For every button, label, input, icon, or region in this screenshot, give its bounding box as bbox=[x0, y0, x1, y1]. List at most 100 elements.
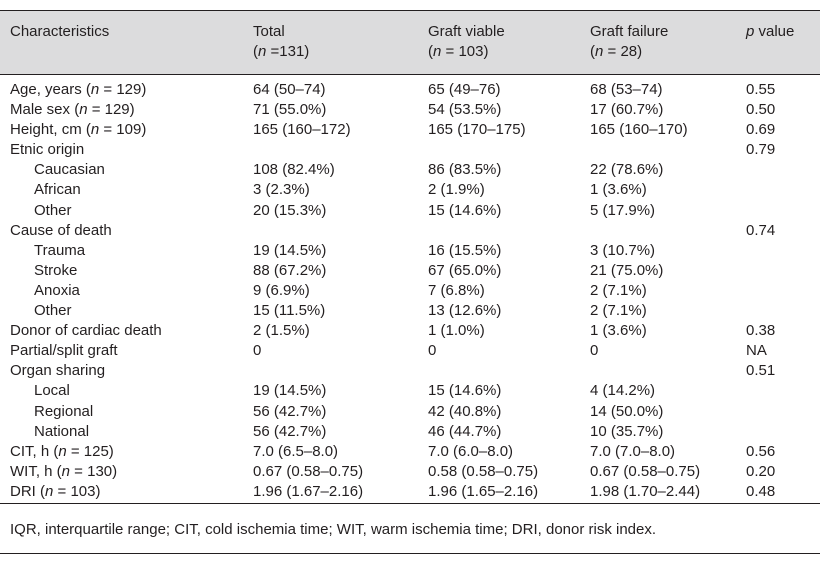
cell-total: 1.96 (1.67–2.16) bbox=[253, 482, 364, 500]
cell-failure: 0 bbox=[590, 342, 599, 360]
table-row: Caucasian 108 (82.4%) 86 (83.5%) 22 (78.6%) bbox=[0, 160, 820, 180]
cell-failure: 17 (60.7%) bbox=[590, 101, 664, 119]
row-label: Partial/split graft bbox=[10, 342, 118, 360]
cell-failure: 1 (3.6%) bbox=[590, 322, 647, 340]
cell-viable: 0.58 (0.58–0.75) bbox=[428, 462, 539, 480]
cell-viable: 1.96 (1.65–2.16) bbox=[428, 482, 539, 500]
table-row: WIT, h (n = 130) 0.67 (0.58–0.75) 0.58 (0.… bbox=[0, 462, 820, 482]
table-row: Cause of death 0.74 bbox=[0, 221, 820, 241]
footnote-bottom-rule bbox=[0, 553, 820, 554]
cell-total: 0 bbox=[253, 342, 262, 360]
row-label: WIT, h (n = 130) bbox=[10, 462, 118, 480]
header-total: Total (n =131) bbox=[253, 23, 310, 60]
cell-p: 0.69 bbox=[746, 121, 776, 139]
row-label: Caucasian bbox=[34, 161, 105, 179]
cell-viable: 2 (1.9%) bbox=[428, 181, 485, 199]
row-label: Other bbox=[34, 201, 72, 219]
cell-p: 0.55 bbox=[746, 81, 776, 98]
table-bottom-rule bbox=[0, 503, 820, 504]
cell-total: 56 (42.7%) bbox=[253, 402, 327, 420]
table-row: Regional 56 (42.7%) 42 (40.8%) 14 (50.0%) bbox=[0, 402, 820, 422]
cell-viable: 67 (65.0%) bbox=[428, 261, 502, 279]
row-label: Height, cm (n = 109) bbox=[10, 121, 147, 139]
cell-viable: 15 (14.6%) bbox=[428, 382, 502, 400]
header-characteristics: Characteristics bbox=[10, 23, 110, 40]
table-row: Etnic origin 0.79 bbox=[0, 140, 820, 160]
row-label: Anoxia bbox=[34, 281, 80, 299]
row-label: DRI (n = 103) bbox=[10, 482, 101, 500]
cell-p: 0.20 bbox=[746, 462, 776, 480]
cell-p: 0.74 bbox=[746, 221, 776, 239]
row-label: Cause of death bbox=[10, 221, 112, 239]
cell-viable: 7 (6.8%) bbox=[428, 281, 485, 299]
table-row: Height, cm (n = 109) 165 (160–172) 165 (17… bbox=[0, 120, 820, 140]
header-graft-failure-n: (n = 28) bbox=[590, 43, 643, 60]
table-row: DRI (n = 103) 1.96 (1.67–2.16) 1.96 (1.65–… bbox=[0, 482, 820, 502]
cell-failure: 1.98 (1.70–2.44) bbox=[590, 482, 701, 500]
row-label: Donor of cardiac death bbox=[10, 322, 162, 340]
row-label: National bbox=[34, 422, 90, 440]
table-header: Characteristics Total (n =131) Graft via… bbox=[0, 10, 820, 75]
cell-viable: 16 (15.5%) bbox=[428, 241, 502, 259]
cell-failure: 0.67 (0.58–0.75) bbox=[590, 462, 701, 480]
row-label: Stroke bbox=[34, 261, 78, 279]
cell-failure: 21 (75.0%) bbox=[590, 261, 664, 279]
cell-p: 0.50 bbox=[746, 101, 776, 119]
cell-total: 7.0 (6.5–8.0) bbox=[253, 442, 339, 460]
table-body: Age, years (n = 129) 64 (50–74) 65 (49–76)… bbox=[0, 80, 820, 502]
cell-total: 88 (67.2%) bbox=[253, 261, 327, 279]
row-label: Trauma bbox=[34, 241, 86, 259]
cell-failure: 10 (35.7%) bbox=[590, 422, 664, 440]
table-footnote: IQR, interquartile range; CIT, cold isch… bbox=[10, 521, 657, 538]
row-label: Local bbox=[34, 382, 70, 400]
cell-total: 3 (2.3%) bbox=[253, 181, 310, 199]
cell-p: 0.51 bbox=[746, 362, 776, 380]
cell-total: 71 (55.0%) bbox=[253, 101, 327, 119]
cell-viable: 86 (83.5%) bbox=[428, 161, 502, 179]
cell-total: 9 (6.9%) bbox=[253, 281, 310, 299]
cell-failure: 68 (53–74) bbox=[590, 81, 663, 98]
table-row: Age, years (n = 129) 64 (50–74) 65 (49–76)… bbox=[0, 80, 820, 100]
cell-failure: 7.0 (7.0–8.0) bbox=[590, 442, 676, 460]
cell-viable: 13 (12.6%) bbox=[428, 302, 502, 320]
row-label: CIT, h (n = 125) bbox=[10, 442, 114, 460]
cell-viable: 165 (170–175) bbox=[428, 121, 526, 139]
table-row: Local 19 (14.5%) 15 (14.6%) 4 (14.2%) bbox=[0, 381, 820, 401]
cell-viable: 0 bbox=[428, 342, 437, 360]
header-graft-failure: Graft failure (n = 28) bbox=[590, 23, 669, 60]
cell-failure: 2 (7.1%) bbox=[590, 281, 647, 299]
cell-failure: 5 (17.9%) bbox=[590, 201, 656, 219]
cell-failure: 2 (7.1%) bbox=[590, 302, 647, 320]
row-label: Other bbox=[34, 302, 72, 320]
cell-viable: 1 (1.0%) bbox=[428, 322, 485, 340]
table-row: Stroke 88 (67.2%) 67 (65.0%) 21 (75.0%) bbox=[0, 261, 820, 281]
cell-viable: 7.0 (6.0–8.0) bbox=[428, 442, 514, 460]
header-graft-viable-n: (n = 103) bbox=[428, 43, 489, 60]
cell-viable: 15 (14.6%) bbox=[428, 201, 502, 219]
cell-total: 19 (14.5%) bbox=[253, 241, 327, 259]
row-label: Etnic origin bbox=[10, 141, 85, 159]
table-row: Anoxia 9 (6.9%) 7 (6.8%) 2 (7.1%) bbox=[0, 281, 820, 301]
cell-total: 108 (82.4%) bbox=[253, 161, 335, 179]
row-label: Age, years (n = 129) bbox=[10, 81, 147, 98]
cell-failure: 14 (50.0%) bbox=[590, 402, 664, 420]
table-row: Other 15 (11.5%) 13 (12.6%) 2 (7.1%) bbox=[0, 301, 820, 321]
row-label: Organ sharing bbox=[10, 362, 106, 380]
cell-failure: 22 (78.6%) bbox=[590, 161, 664, 179]
cell-viable: 46 (44.7%) bbox=[428, 422, 502, 440]
table-row: Partial/split graft 0 0 0 NA bbox=[0, 341, 820, 361]
cell-viable: 42 (40.8%) bbox=[428, 402, 502, 420]
table-row: Organ sharing 0.51 bbox=[0, 361, 820, 381]
row-label: African bbox=[34, 181, 81, 199]
table-row: Trauma 19 (14.5%) 16 (15.5%) 3 (10.7%) bbox=[0, 241, 820, 261]
cell-total: 20 (15.3%) bbox=[253, 201, 327, 219]
table-row: Other 20 (15.3%) 15 (14.6%) 5 (17.9%) bbox=[0, 201, 820, 221]
cell-total: 15 (11.5%) bbox=[253, 302, 326, 320]
header-total-n: (n =131) bbox=[253, 43, 310, 60]
cell-total: 2 (1.5%) bbox=[253, 322, 310, 340]
row-label: Male sex (n = 129) bbox=[10, 101, 135, 119]
cell-failure: 1 (3.6%) bbox=[590, 181, 647, 199]
header-graft-viable: Graft viable (n = 103) bbox=[428, 23, 505, 60]
cell-viable: 54 (53.5%) bbox=[428, 101, 502, 119]
cell-failure: 4 (14.2%) bbox=[590, 382, 656, 400]
